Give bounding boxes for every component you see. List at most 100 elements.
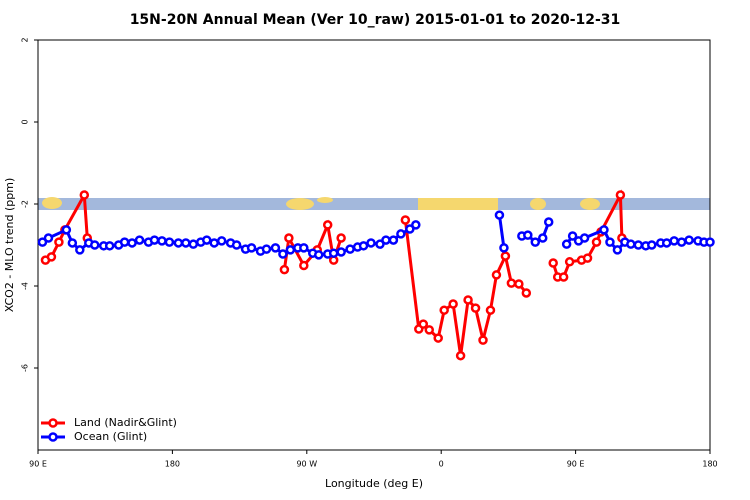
data-point <box>278 249 288 259</box>
data-point <box>322 220 333 230</box>
data-point <box>119 237 130 247</box>
data-point <box>599 225 609 235</box>
data-point <box>478 335 488 345</box>
land-patch <box>530 198 546 210</box>
data-point <box>591 237 602 247</box>
y-tick-label: -4 <box>21 282 30 290</box>
data-point <box>615 190 626 200</box>
land-patch <box>317 197 333 203</box>
data-point <box>67 238 78 248</box>
data-point <box>127 238 137 248</box>
y-tick-label: 0 <box>21 119 30 124</box>
data-point <box>485 305 496 315</box>
data-point <box>424 325 435 335</box>
data-point <box>261 244 272 254</box>
land-patch <box>286 198 314 210</box>
data-point <box>669 236 679 246</box>
data-point <box>647 240 657 250</box>
x-tick-label: 180 <box>165 460 180 469</box>
data-point <box>270 243 281 253</box>
data-point <box>181 238 191 248</box>
y-tick-label: 2 <box>21 37 30 42</box>
data-point <box>188 239 199 249</box>
data-point <box>514 279 524 289</box>
x-tick-label: 180 <box>702 460 717 469</box>
data-point <box>548 258 558 268</box>
data-point <box>633 240 644 250</box>
data-point <box>345 244 355 254</box>
data-point <box>54 237 64 247</box>
legend-marker <box>48 418 58 428</box>
legend-label: Ocean (Glint) <box>74 430 147 443</box>
data-point <box>366 238 376 248</box>
ocean-strip <box>38 198 710 210</box>
legend-label: Land (Nadir&Glint) <box>74 416 177 429</box>
data-point <box>506 278 517 288</box>
data-point <box>173 238 184 248</box>
data-point <box>455 350 466 361</box>
data-point <box>328 248 339 258</box>
y-axis-label: XCO2 - MLO trend (ppm) <box>3 178 16 313</box>
data-point <box>61 225 72 235</box>
data-point <box>299 243 309 253</box>
data-point <box>336 233 346 243</box>
data-point <box>564 257 575 267</box>
data-point <box>661 238 672 248</box>
data-point <box>705 237 715 247</box>
data-point <box>46 252 57 262</box>
data-point <box>523 230 533 240</box>
data-point <box>336 247 346 257</box>
data-point <box>285 245 296 255</box>
data-point <box>579 233 590 243</box>
data-point <box>134 235 145 245</box>
data-point <box>448 299 458 309</box>
data-point <box>299 260 309 271</box>
data-point <box>381 235 391 245</box>
data-point <box>684 235 694 245</box>
data-point <box>231 240 242 250</box>
data-point <box>561 239 572 249</box>
data-point <box>284 233 294 243</box>
data-point <box>439 305 449 315</box>
data-point <box>626 239 636 249</box>
data-point <box>388 235 399 245</box>
chart-title: 15N-20N Annual Mean (Ver 10_raw) 2015-01… <box>130 12 621 28</box>
data-point <box>157 236 167 246</box>
data-point <box>418 319 429 329</box>
data-point <box>43 233 54 243</box>
data-point <box>543 217 554 227</box>
data-point <box>246 243 257 253</box>
data-point <box>104 241 115 251</box>
legend-marker <box>48 432 58 442</box>
data-point <box>79 190 90 200</box>
x-tick-label: 90 W <box>296 460 317 469</box>
data-point <box>582 253 593 263</box>
data-point <box>358 241 369 251</box>
data-point <box>499 243 509 253</box>
legend: Land (Nadir&Glint)Ocean (Glint) <box>41 416 177 443</box>
land-patch <box>418 198 498 210</box>
x-tick-label: 90 E <box>567 460 585 469</box>
data-point <box>313 250 324 260</box>
data-point <box>463 295 473 305</box>
data-point <box>164 237 175 247</box>
data-point <box>75 245 85 255</box>
data-point <box>433 333 443 343</box>
data-point <box>605 237 615 247</box>
data-point <box>209 238 219 248</box>
data-point <box>530 237 541 247</box>
x-tick-label: 0 <box>439 460 444 469</box>
y-tick-label: -6 <box>21 364 30 372</box>
data-point <box>491 270 502 280</box>
data-point <box>37 237 48 247</box>
data-point <box>411 220 421 230</box>
data-point <box>89 240 100 250</box>
data-point <box>216 236 227 246</box>
data-point <box>676 237 687 247</box>
data-point <box>612 245 623 255</box>
data-point <box>494 210 505 220</box>
data-point <box>558 272 569 282</box>
data-point <box>500 251 511 261</box>
